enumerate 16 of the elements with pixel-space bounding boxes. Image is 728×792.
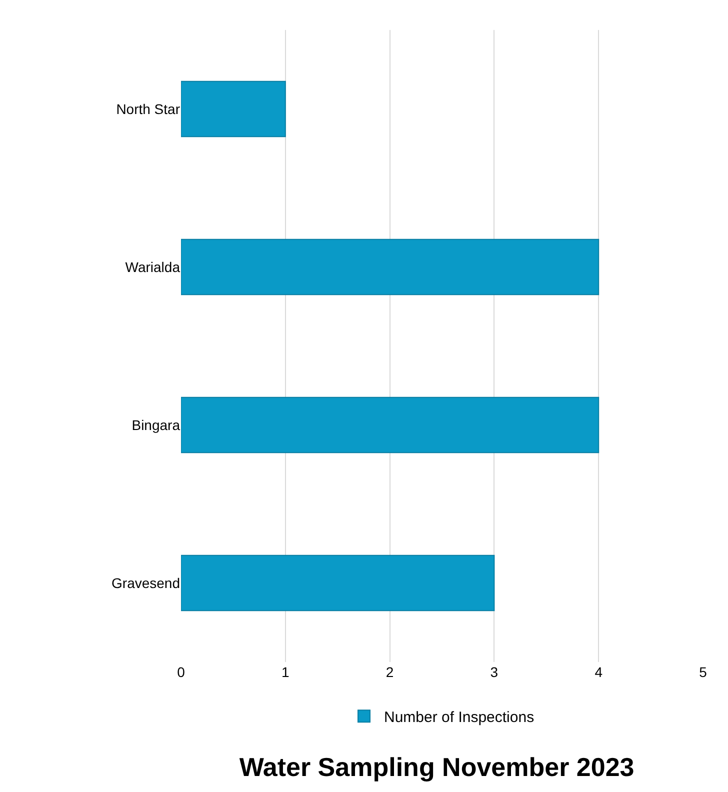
x-tick-label: 5: [699, 664, 708, 680]
y-tick-label: North Star: [116, 100, 180, 117]
text: Water Sampling November 2023: [239, 752, 634, 782]
y-tick-label: Gravesend: [112, 574, 180, 591]
legend-label: Number of Inspections: [384, 709, 534, 726]
x-tick-label: 2: [386, 664, 394, 680]
x-tick-label: 4: [594, 664, 603, 680]
x-tick-label: 1: [282, 664, 290, 680]
bar: [181, 554, 495, 612]
bar: [181, 80, 286, 138]
x-tick-label: 3: [490, 664, 498, 680]
y-tick-label: Bingara: [132, 416, 180, 433]
bar: [181, 396, 600, 454]
x-tick-label: 0: [177, 664, 186, 680]
y-tick-label: Warialda: [125, 258, 180, 275]
bar: [181, 238, 600, 296]
